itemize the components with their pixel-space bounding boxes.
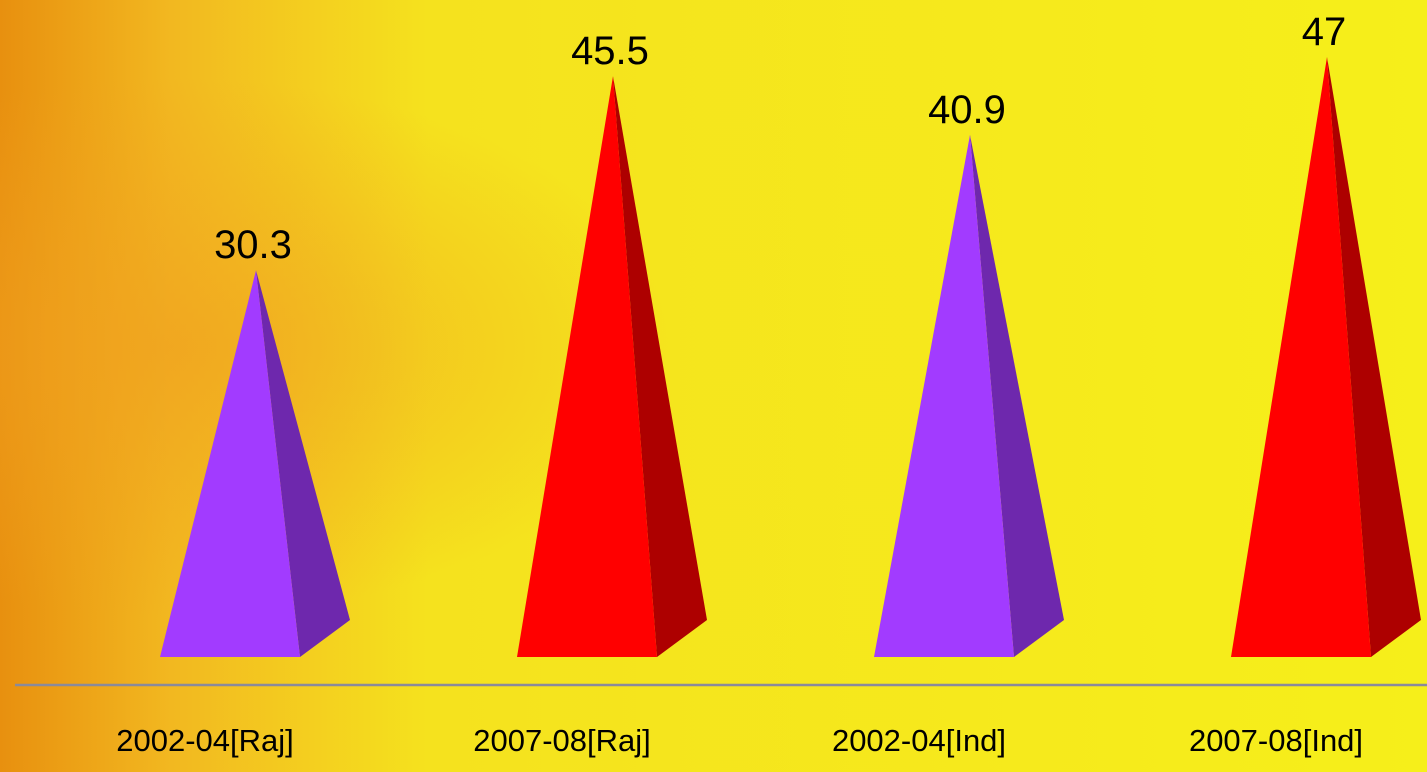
- value-label: 30.3: [214, 223, 292, 267]
- chart: 30.3 2002-04[Raj] 45.5 2007-08[Raj] 40.9 2002…: [0, 0, 1427, 772]
- x-tick-label: 2002-04[Raj]: [116, 723, 294, 758]
- x-tick-label: 2002-04[Ind]: [832, 723, 1006, 758]
- value-label: 47: [1302, 10, 1347, 54]
- value-label: 45.5: [571, 29, 649, 73]
- value-label: 40.9: [928, 88, 1006, 132]
- x-tick-label: 2007-08[Ind]: [1189, 723, 1363, 758]
- x-tick-label: 2007-08[Raj]: [473, 723, 651, 758]
- page: {"chart_data": {"type": "pyramid", "cate…: [0, 0, 1427, 772]
